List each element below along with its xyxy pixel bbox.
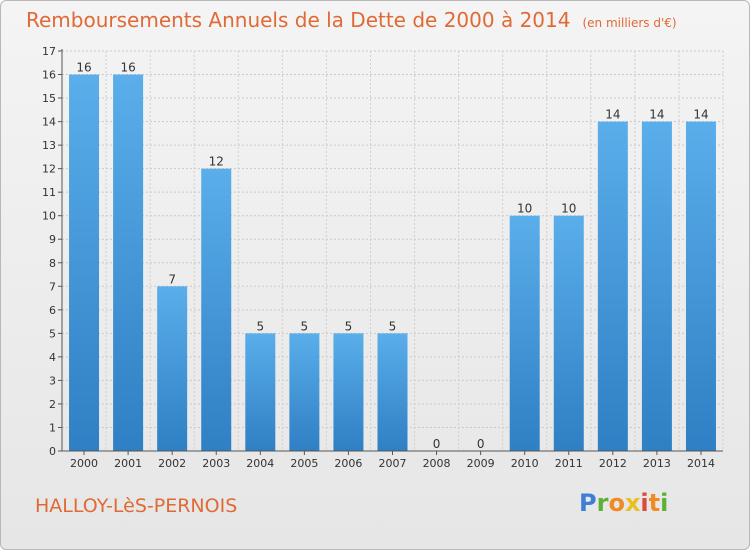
x-tick-label-2010: 2010: [511, 457, 539, 470]
value-label-2012: 14: [605, 108, 620, 122]
value-label-2005: 5: [301, 319, 309, 333]
x-tick-label-2004: 2004: [246, 457, 274, 470]
value-label-2010: 10: [517, 202, 532, 216]
bar-2014: [685, 121, 716, 452]
value-label-2007: 5: [389, 319, 397, 333]
y-tick-label: 1: [49, 421, 56, 434]
y-tick-label: 4: [49, 351, 56, 364]
value-label-2004: 5: [256, 319, 264, 333]
value-label-2003: 12: [209, 155, 224, 169]
x-tick-label-2001: 2001: [114, 457, 142, 470]
x-tick-label-2013: 2013: [643, 457, 671, 470]
bar-2005: [289, 333, 320, 451]
y-tick-label: 9: [49, 233, 56, 246]
x-tick-label-2007: 2007: [379, 457, 407, 470]
bar-2011: [553, 215, 584, 451]
value-label-2014: 14: [693, 108, 708, 122]
bar-2013: [641, 121, 672, 452]
chart-title: Remboursements Annuels de la Dette de 20…: [26, 8, 677, 32]
value-label-2011: 10: [561, 202, 576, 216]
y-tick-label: 8: [49, 257, 56, 270]
y-tick-label: 6: [49, 304, 56, 317]
bar-layer: 16 16 7 12 5 5 5 5 0 0 10 10 14 14 14: [69, 61, 716, 452]
bar-2006: [333, 333, 364, 451]
proxiti-logo: Proxiti: [579, 489, 668, 517]
bar-2004: [245, 333, 276, 451]
y-tick-label: 7: [49, 280, 56, 293]
x-tick-label-2005: 2005: [290, 457, 318, 470]
x-tick-label-2000: 2000: [70, 457, 98, 470]
bar-2000: [69, 74, 100, 451]
bar-2012: [597, 121, 628, 452]
logo-letter: o: [608, 489, 625, 517]
y-tick-label: 0: [49, 445, 56, 458]
y-tick-label: 15: [42, 92, 56, 105]
x-tick-label-2014: 2014: [687, 457, 715, 470]
logo-letter: x: [624, 489, 641, 517]
chart-unit: (en milliers d'€): [582, 16, 677, 30]
value-label-2006: 5: [345, 319, 353, 333]
value-label-2002: 7: [168, 272, 176, 286]
value-label-2009: 0: [477, 437, 485, 451]
y-tick-label: 12: [42, 163, 56, 176]
logo-letter: P: [579, 489, 597, 517]
bar-2001: [113, 74, 144, 451]
bar-2002: [157, 286, 188, 451]
x-tick-label-2003: 2003: [202, 457, 230, 470]
y-tick-label: 16: [42, 69, 56, 82]
value-label-2001: 16: [120, 61, 135, 75]
y-tick-label: 10: [42, 210, 56, 223]
y-tick-label: 3: [49, 374, 56, 387]
x-tick-label-2006: 2006: [334, 457, 362, 470]
logo-letter: t: [648, 489, 661, 517]
logo-letter: r: [596, 489, 609, 517]
y-tick-label: 13: [42, 139, 56, 152]
logo-letter: i: [640, 489, 649, 517]
y-tick-label: 17: [42, 45, 56, 58]
value-label-2008: 0: [433, 437, 441, 451]
y-tick-label: 14: [42, 116, 56, 129]
bar-2003: [201, 168, 232, 451]
x-tick-label-2012: 2012: [599, 457, 627, 470]
y-tick-label: 2: [49, 398, 56, 411]
x-tick-label-2011: 2011: [555, 457, 583, 470]
chart-title-text: Remboursements Annuels de la Dette de 20…: [26, 8, 571, 32]
value-label-2000: 16: [76, 61, 91, 75]
x-tick-label-2008: 2008: [423, 457, 451, 470]
logo-letter: i: [660, 489, 669, 517]
x-tick-label-2009: 2009: [467, 457, 495, 470]
value-label-2013: 14: [649, 108, 664, 122]
y-tick-label: 11: [42, 186, 56, 199]
commune-name: HALLOY-LèS-PERNOIS: [35, 495, 238, 517]
bar-2010: [509, 215, 540, 451]
bar-2007: [377, 333, 408, 451]
x-tick-label-2002: 2002: [158, 457, 186, 470]
y-tick-label: 5: [49, 327, 56, 340]
